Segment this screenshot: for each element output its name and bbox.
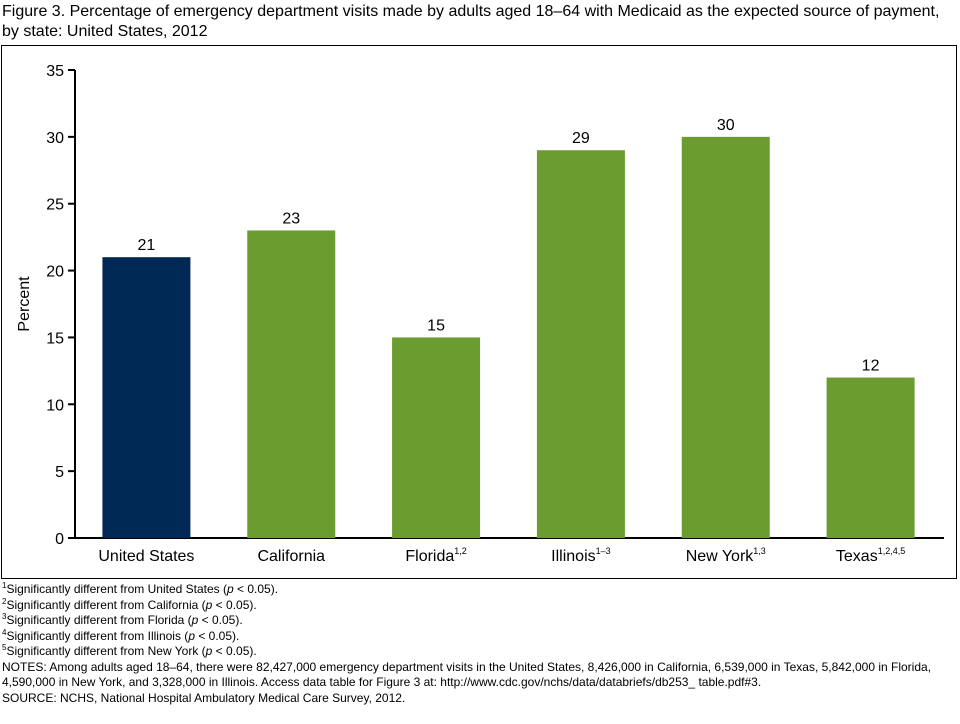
data-label: 29 — [572, 130, 590, 147]
footnote-3: 3Significantly different from Florida (p… — [2, 613, 957, 629]
category-superscript: 1,3 — [753, 546, 766, 556]
footnote-text: < 0.05). — [233, 582, 279, 596]
bar-0 — [102, 257, 191, 538]
footnote-marker: 1 — [2, 581, 7, 590]
y-tick-label: 35 — [46, 63, 64, 80]
bar-3 — [536, 150, 625, 538]
data-label: 30 — [717, 117, 735, 134]
category-name: Illinois — [551, 548, 595, 565]
category-name: Florida — [405, 548, 454, 565]
figure-title: Figure 3. Percentage of emergency depart… — [2, 3, 940, 40]
y-axis-label: Percent — [16, 276, 33, 332]
category-name: California — [257, 548, 325, 565]
y-tick-label: 20 — [46, 264, 64, 281]
footnote-text: < 0.05). — [212, 597, 257, 612]
p-symbol: p — [205, 644, 213, 658]
bar-5 — [826, 377, 915, 538]
footnote-text: Significantly different from California … — [6, 597, 206, 612]
chart-frame: 0 5 10 15 20 25 30 35 Percent 21 United States 23 C… — [1, 45, 957, 579]
footnote-text: Significantly different from United Stat… — [6, 582, 227, 596]
footnote-5: 5Significantly different from New York (… — [2, 644, 957, 660]
footnote-1: 1Significantly different from United Sta… — [2, 582, 957, 598]
footnote-text: Significantly different from Florida ( — [6, 613, 192, 627]
footnote-2: 2Significantly different from California… — [2, 596, 957, 614]
y-tick-label: 25 — [46, 197, 64, 214]
footnotes-block: 1Significantly different from United Sta… — [2, 582, 957, 706]
category-superscript: 1–3 — [596, 546, 611, 556]
bar-2 — [392, 337, 481, 538]
x-tick-label: New York1,3 — [686, 546, 766, 565]
footnote-text: Significantly different from New York ( — [6, 644, 206, 658]
footnote-marker: 3 — [2, 612, 7, 621]
footnote-marker: 5 — [2, 643, 7, 652]
bar-1 — [247, 230, 336, 538]
notes-text: NOTES: Among adults aged 18–64, there we… — [2, 659, 932, 690]
x-tick-label: California — [257, 548, 325, 565]
data-label: 15 — [427, 317, 445, 334]
footnote-4: 4Significantly different from Illinois (… — [2, 627, 957, 645]
data-label: 21 — [138, 237, 156, 254]
footnote-text: Significantly different from Illinois ( — [6, 628, 189, 643]
source-text: SOURCE: NCHS, National Hospital Ambulato… — [2, 690, 406, 705]
category-superscript: 1,2 — [454, 546, 467, 556]
y-tick-label: 15 — [46, 330, 64, 347]
y-tick-label: 0 — [55, 531, 64, 548]
footnote-marker: 4 — [2, 627, 7, 637]
category-name: Texas — [836, 548, 878, 565]
p-symbol: p — [227, 582, 234, 596]
x-tick-label: Florida1,2 — [405, 546, 466, 565]
footnote-text: < 0.05). — [195, 628, 240, 643]
category-superscript: 1,2,4,5 — [878, 546, 906, 556]
footnote-text: < 0.05). — [198, 613, 243, 627]
bar-4 — [681, 136, 770, 538]
p-symbol: p — [191, 613, 199, 627]
x-tick-label: Illinois1–3 — [551, 546, 611, 565]
x-tick-label: United States — [98, 548, 194, 565]
x-tick-label: Texas1,2,4,5 — [836, 546, 905, 565]
footnote-marker: 2 — [2, 596, 7, 606]
bar-chart: 0 5 10 15 20 25 30 35 Percent 21 United States 23 C… — [16, 63, 944, 565]
data-label: 12 — [862, 358, 880, 375]
category-name: New York — [686, 548, 755, 565]
y-tick-label: 30 — [46, 130, 64, 147]
p-symbol: p — [188, 628, 195, 643]
category-name: United States — [98, 548, 194, 565]
footnote-text: < 0.05). — [212, 644, 257, 658]
y-tick-label: 10 — [46, 397, 64, 414]
p-symbol: p — [205, 597, 213, 612]
data-label: 23 — [282, 210, 300, 227]
y-tick-label: 5 — [55, 464, 64, 481]
